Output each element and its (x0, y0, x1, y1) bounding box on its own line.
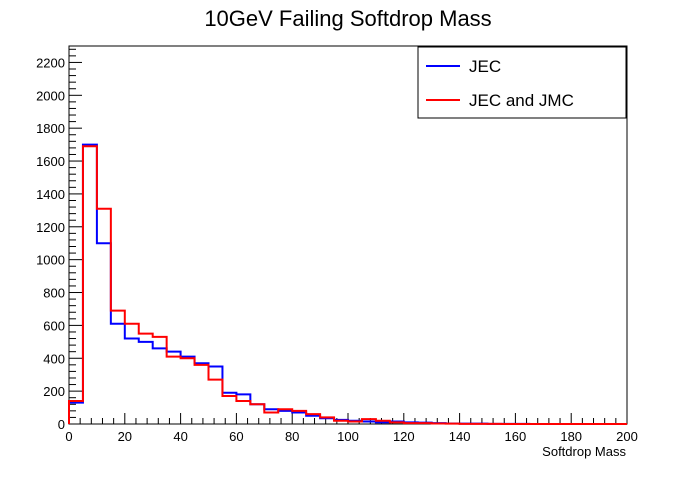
x-tick-label: 200 (616, 429, 638, 444)
y-tick-label: 0 (58, 417, 65, 432)
x-tick-label: 120 (393, 429, 415, 444)
y-tick-label: 1600 (36, 154, 65, 169)
x-tick-label: 160 (505, 429, 527, 444)
series-line-jec-and-jmc (68, 145, 627, 425)
x-tick-label: 20 (118, 429, 132, 444)
x-tick-label: 0 (65, 429, 72, 444)
x-axis-label: Softdrop Mass (542, 444, 626, 459)
x-tick-label: 180 (560, 429, 582, 444)
y-tick-label: 1000 (36, 253, 65, 268)
legend-label: JEC and JMC (469, 91, 574, 110)
legend: JEC JEC and JMC (417, 46, 627, 119)
y-tick-label: 200 (43, 384, 65, 399)
series-line-jec (68, 143, 627, 425)
chart-title: 10GeV Failing Softdrop Mass (204, 6, 491, 31)
y-tick-label: 1800 (36, 121, 65, 136)
legend-box (417, 46, 627, 119)
y-tick-label: 1200 (36, 220, 65, 235)
series-group (68, 143, 627, 425)
y-tick-label: 800 (43, 286, 65, 301)
x-tick-label: 40 (173, 429, 187, 444)
x-tick-label: 80 (285, 429, 299, 444)
y-tick-label: 600 (43, 318, 65, 333)
axes-group: 0200400600800100012001400160018002000220… (36, 45, 638, 444)
y-tick-label: 1400 (36, 187, 65, 202)
y-tick-label: 2000 (36, 88, 65, 103)
legend-label: JEC (469, 57, 501, 76)
y-tick-label: 400 (43, 351, 65, 366)
x-tick-label: 140 (449, 429, 471, 444)
y-tick-label: 2200 (36, 55, 65, 70)
x-tick-label: 60 (229, 429, 243, 444)
x-tick-label: 100 (337, 429, 359, 444)
